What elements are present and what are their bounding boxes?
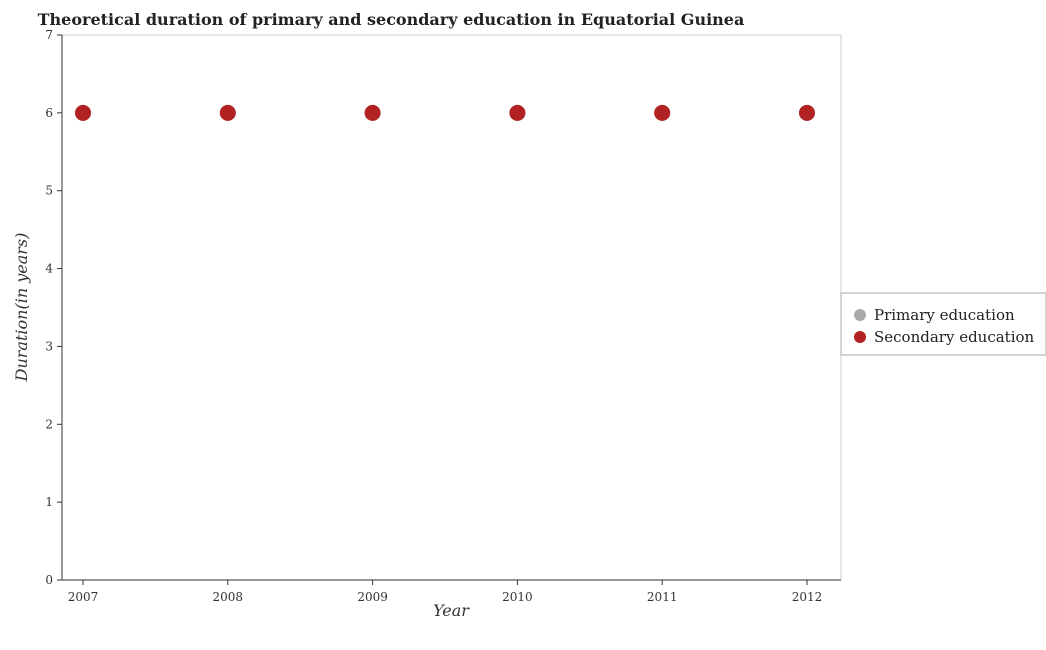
- secondary-education-point: [654, 104, 671, 121]
- legend-box: [840, 292, 1046, 356]
- y-tick-label: 0: [45, 573, 53, 587]
- secondary-education-point: [75, 104, 91, 121]
- x-axis-ticks: 2007 2008 2009 2010 2011 2012: [68, 580, 823, 604]
- plot-area: [61, 34, 842, 581]
- y-tick-label: 7: [45, 28, 53, 42]
- y-tick-label: 5: [45, 184, 53, 198]
- secondary-education-point: [509, 104, 526, 121]
- y-tick-label: 4: [45, 262, 53, 276]
- x-tick-label: 2012: [792, 590, 823, 604]
- y-axis-ticks: 0 1 2 3 4 5 6 7: [45, 28, 62, 587]
- x-axis-label: Year: [433, 601, 470, 620]
- legend: Primary education Secondary education: [840, 292, 1046, 356]
- secondary-education-point: [799, 104, 815, 121]
- legend-marker: [854, 309, 866, 321]
- legend-marker: [854, 331, 866, 343]
- plot-frame: [61, 34, 842, 581]
- legend-label: Primary education: [874, 306, 1015, 324]
- x-tick-label: 2011: [647, 590, 678, 604]
- y-tick-label: 1: [45, 495, 53, 509]
- legend-label: Secondary education: [874, 328, 1035, 346]
- x-tick-label: 2007: [68, 590, 99, 604]
- data-points: [75, 104, 815, 121]
- x-tick-label: 2010: [502, 590, 533, 604]
- x-tick-label: 2008: [213, 590, 244, 604]
- y-tick-label: 6: [45, 106, 53, 120]
- x-tick-label: 2009: [357, 590, 388, 604]
- secondary-education-point: [219, 104, 236, 121]
- secondary-education-point: [364, 104, 381, 121]
- y-tick-label: 3: [45, 339, 53, 353]
- y-tick-label: 2: [45, 417, 53, 431]
- y-axis-label: Duration(in years): [12, 233, 31, 383]
- chart-title: Theoretical duration of primary and seco…: [38, 10, 745, 29]
